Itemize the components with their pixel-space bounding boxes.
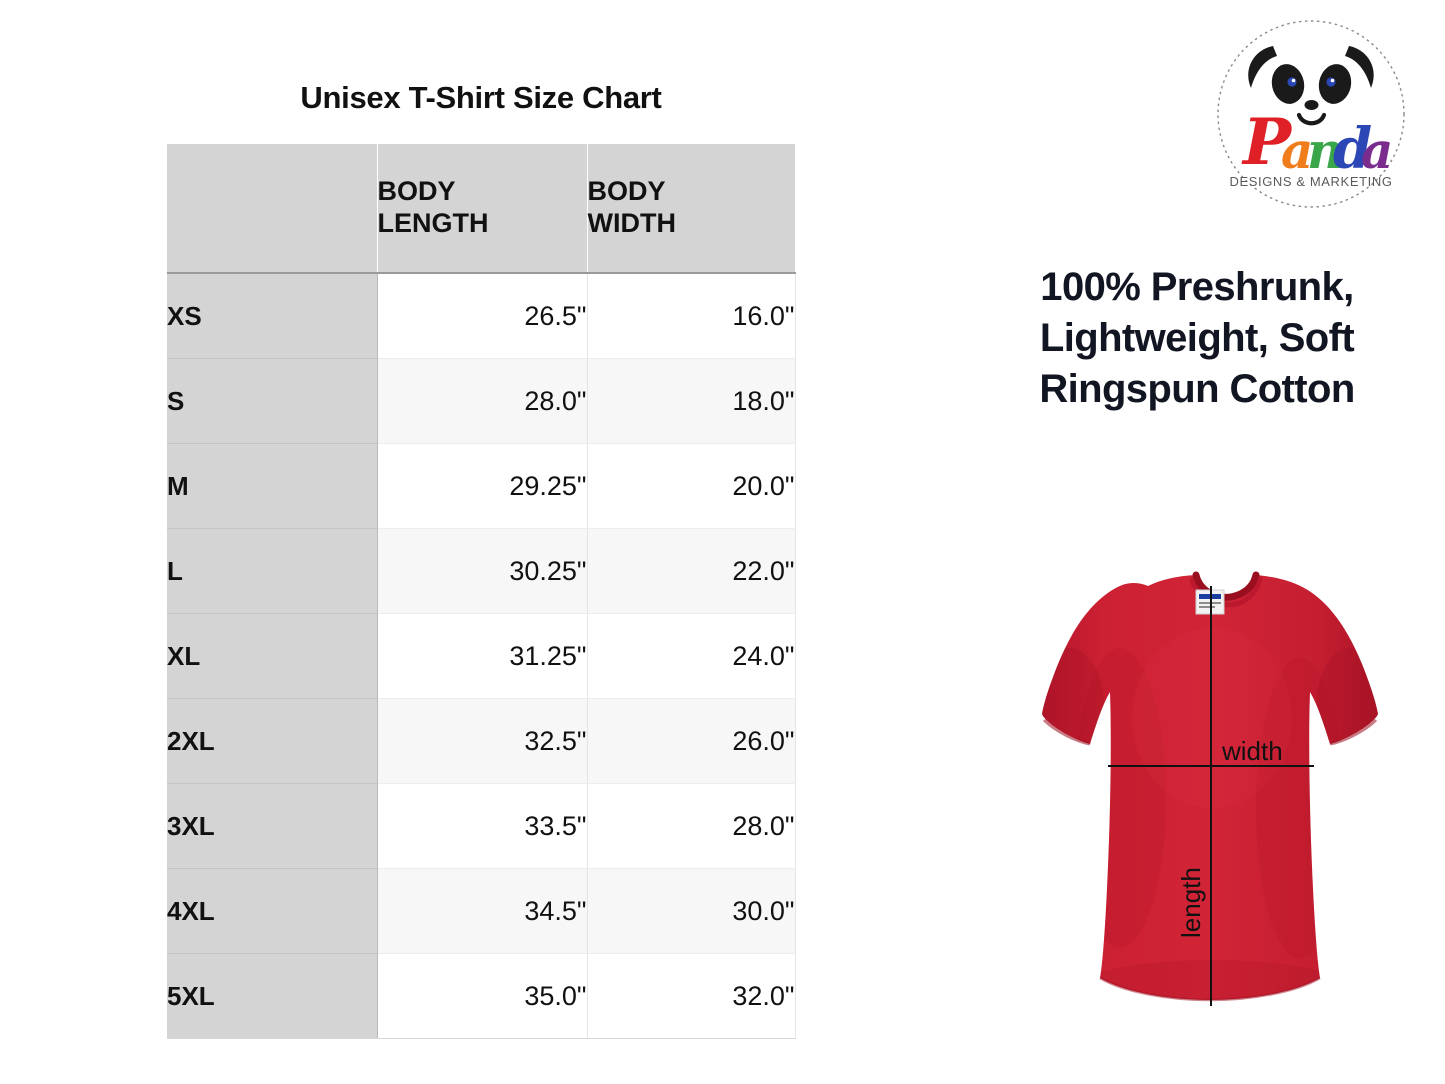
panda-logo-icon: P a n d a DESIGNS & MARKETING xyxy=(1217,20,1405,208)
table-row: XS 26.5" 16.0" xyxy=(167,273,796,359)
cell-body-width: 28.0" xyxy=(587,783,796,869)
panda-left-eye-glint-icon xyxy=(1291,78,1296,83)
cell-body-width: 16.0" xyxy=(587,273,796,359)
cell-size: M xyxy=(167,443,378,529)
cell-body-width: 32.0" xyxy=(587,953,796,1039)
header-body-length-line1: BODY xyxy=(377,176,456,207)
cell-size: 4XL xyxy=(167,868,378,954)
cell-size: XL xyxy=(167,613,378,699)
logo-letter-p: P xyxy=(1241,105,1293,180)
cell-body-length: 26.5" xyxy=(377,273,588,359)
cell-body-width: 24.0" xyxy=(587,613,796,699)
tshirt-shading xyxy=(1042,628,1378,1000)
headline: 100% Preshrunk, Lightweight, Soft Ringsp… xyxy=(962,262,1432,414)
header-cell-blank xyxy=(167,144,378,274)
panda-mouth-icon xyxy=(1296,112,1327,126)
table-row: 3XL 33.5" 28.0" xyxy=(167,783,796,869)
headline-line-2: Lightweight, Soft xyxy=(1039,315,1355,360)
cell-size: 2XL xyxy=(167,698,378,784)
cell-size: 3XL xyxy=(167,783,378,869)
headline-line-1: 100% Preshrunk, xyxy=(1040,265,1354,309)
logo-letter-a1: a xyxy=(1281,121,1313,180)
cell-body-length: 34.5" xyxy=(377,868,588,954)
table-row: S 28.0" 18.0" xyxy=(167,358,796,444)
length-label: length xyxy=(1176,867,1206,938)
page-title: Unisex T-Shirt Size Chart xyxy=(300,80,662,115)
cell-body-width: 26.0" xyxy=(587,698,796,784)
table-row: 4XL 34.5" 30.0" xyxy=(167,868,796,954)
table-row: M 29.25" 20.0" xyxy=(167,443,796,529)
logo-letter-n: n xyxy=(1307,121,1343,180)
tshirt-left-sleeve-hem xyxy=(1042,718,1091,746)
cell-body-length: 30.25" xyxy=(377,528,588,614)
header-body-width-line2: WIDTH xyxy=(587,208,676,238)
logo-letter-d: d xyxy=(1333,116,1372,182)
size-chart-table: BODY LENGTH BODY WIDTH XS 26.5" 16.0" S … xyxy=(167,144,796,1039)
panda-right-eye-icon xyxy=(1326,77,1336,87)
cell-body-length: 31.25" xyxy=(377,613,588,699)
cell-body-width: 20.0" xyxy=(587,443,796,529)
header-cell-body-length: BODY LENGTH xyxy=(377,144,588,274)
width-label: width xyxy=(1221,736,1283,766)
cell-body-width: 30.0" xyxy=(587,868,796,954)
table-row: 2XL 32.5" 26.0" xyxy=(167,698,796,784)
header-body-width-line1: BODY xyxy=(587,176,666,207)
cell-body-width: 18.0" xyxy=(587,358,796,444)
brand-logo: P a n d a DESIGNS & MARKETING xyxy=(1213,16,1409,212)
table-row: XL 31.25" 24.0" xyxy=(167,613,796,699)
tshirt-right-sleeve-hem xyxy=(1329,718,1378,746)
panda-right-eye-glint-icon xyxy=(1330,78,1335,83)
cell-size: 5XL xyxy=(167,953,378,1039)
panda-left-ear-icon xyxy=(1248,46,1277,88)
headline-line-3: Ringspun Cotton xyxy=(1039,366,1355,411)
cell-size: S xyxy=(167,358,378,444)
tshirt-diagram: width length xyxy=(1000,568,1420,1028)
panda-nose-icon xyxy=(1304,100,1319,110)
cell-size: XS xyxy=(167,273,378,359)
panda-left-eye-icon xyxy=(1287,77,1297,87)
cell-body-length: 32.5" xyxy=(377,698,588,784)
tshirt-illustration-icon: width length xyxy=(1042,571,1378,1006)
header-body-length-line2: LENGTH xyxy=(377,208,489,238)
table-header-row: BODY LENGTH BODY WIDTH xyxy=(167,144,795,274)
cell-size: L xyxy=(167,528,378,614)
table-row: 5XL 35.0" 32.0" xyxy=(167,953,796,1039)
logo-tagline: DESIGNS & MARKETING xyxy=(1229,174,1392,189)
panda-right-ear-icon xyxy=(1345,46,1374,88)
cell-body-length: 35.0" xyxy=(377,953,588,1039)
table-row: L 30.25" 22.0" xyxy=(167,528,796,614)
cell-body-width: 22.0" xyxy=(587,528,796,614)
logo-circle-border xyxy=(1217,20,1405,208)
cell-body-length: 29.25" xyxy=(377,443,588,529)
cell-body-length: 33.5" xyxy=(377,783,588,869)
cell-body-length: 28.0" xyxy=(377,358,588,444)
header-cell-body-width: BODY WIDTH xyxy=(587,144,795,274)
logo-letter-a2: a xyxy=(1361,121,1393,180)
logo-wordmark: P a n d a xyxy=(1241,105,1393,182)
tshirt-collar xyxy=(1192,571,1260,601)
